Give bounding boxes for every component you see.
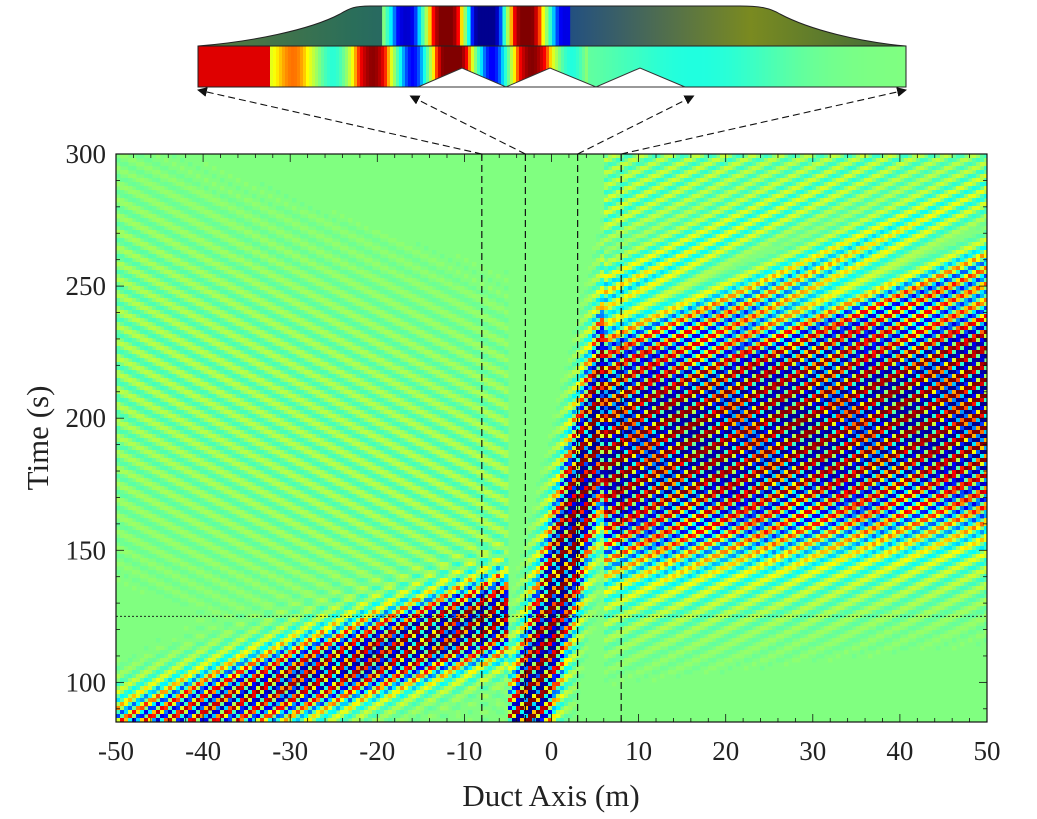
x-tick-label: 40 xyxy=(886,736,913,766)
x-tick-label: 20 xyxy=(712,736,739,766)
y-tick-label: 200 xyxy=(66,403,107,433)
mapping-arrow xyxy=(410,96,525,154)
mapping-arrow xyxy=(198,90,482,154)
x-tick-label: 50 xyxy=(974,736,1001,766)
x-tick-label: 0 xyxy=(545,736,559,766)
y-tick-label: 300 xyxy=(66,139,107,169)
y-tick-label: 100 xyxy=(66,667,107,697)
x-axis-label: Duct Axis (m) xyxy=(462,778,639,813)
x-tick-label: 30 xyxy=(799,736,826,766)
mapping-arrow xyxy=(578,96,694,154)
x-tick-label: 10 xyxy=(625,736,652,766)
inset-mapping-arrows xyxy=(198,90,906,154)
x-tick-label: -20 xyxy=(359,736,395,766)
x-tick-label: -40 xyxy=(185,736,221,766)
inset-triangle-profile xyxy=(418,68,685,87)
y-axis-label: Time (s) xyxy=(20,386,55,491)
x-tick-label: -10 xyxy=(446,736,482,766)
x-tick-labels: -50 -40 -30 -20 -10 0 10 20 30 40 50 xyxy=(98,736,1001,766)
mapping-arrow xyxy=(621,90,906,154)
y-tick-label: 250 xyxy=(66,271,107,301)
y-tick-labels: 100 150 200 250 300 xyxy=(66,139,107,697)
y-tick-label: 150 xyxy=(66,535,107,565)
x-tick-label: -30 xyxy=(272,736,308,766)
x-tick-label: -50 xyxy=(98,736,134,766)
